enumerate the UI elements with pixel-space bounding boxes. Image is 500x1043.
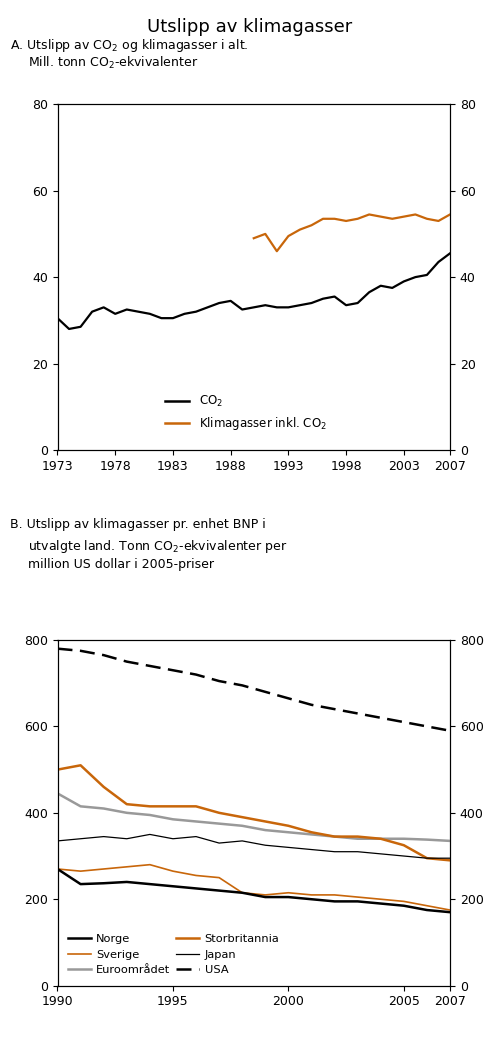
Legend: CO$_2$, Klimagasser inkl. CO$_2$: CO$_2$, Klimagasser inkl. CO$_2$ [160,390,331,437]
Text: A. Utslipp av CO$_2$ og klimagasser i alt.: A. Utslipp av CO$_2$ og klimagasser i al… [10,37,248,53]
Text: Utslipp av klimagasser: Utslipp av klimagasser [148,18,352,35]
Text: million US dollar i 2005-priser: million US dollar i 2005-priser [28,558,214,571]
Text: B. Utslipp av klimagasser pr. enhet BNP i: B. Utslipp av klimagasser pr. enhet BNP … [10,518,266,531]
Text: Mill. tonn CO$_2$-ekvivalenter: Mill. tonn CO$_2$-ekvivalenter [28,55,198,71]
Text: utvalgte land. Tonn CO$_2$-ekvivalenter per: utvalgte land. Tonn CO$_2$-ekvivalenter … [28,538,287,555]
Legend: Norge, Sverige, Euroområdet, Storbritannia, Japan, USA: Norge, Sverige, Euroområdet, Storbritann… [63,929,284,980]
